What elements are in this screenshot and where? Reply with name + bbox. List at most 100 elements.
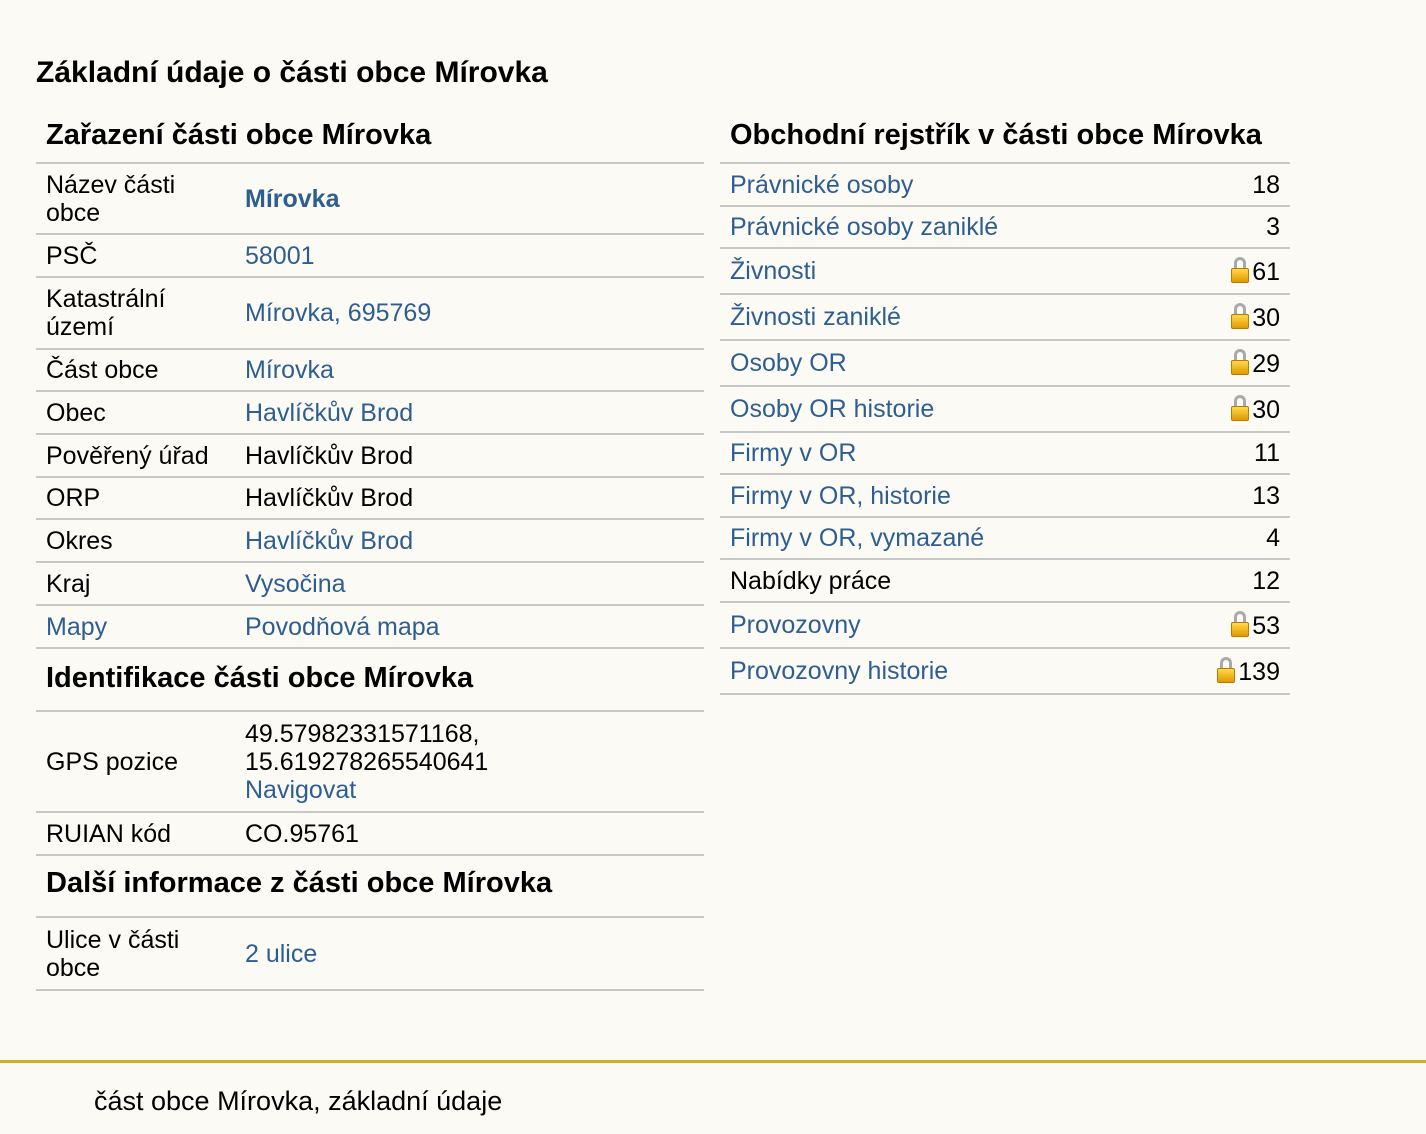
ulice-link[interactable]: 2 ulice xyxy=(245,939,318,968)
row-value: Havlíčkův Brod xyxy=(235,391,704,435)
table-row: Nabídky práce 12 xyxy=(720,559,1290,603)
row-label: Nabídky práce xyxy=(720,559,1163,603)
pravnicke-osoby-link[interactable]: Právnické osoby xyxy=(730,170,914,199)
obec-link[interactable]: Havlíčkův Brod xyxy=(245,398,414,427)
table-row: Mapy Povodňová mapa xyxy=(36,605,704,649)
zivnosti-link[interactable]: Živnosti xyxy=(730,257,817,285)
table-row: Právnické osoby zaniklé 3 xyxy=(720,206,1290,249)
row-value: Mírovka xyxy=(235,164,704,235)
row-value: Vysočina xyxy=(235,562,704,606)
okres-link[interactable]: Havlíčkův Brod xyxy=(245,526,414,555)
table-row: Okres Havlíčkův Brod xyxy=(36,519,704,563)
lock-icon xyxy=(1217,656,1236,683)
ulice-value: 2 ulice xyxy=(235,918,704,991)
gps-value: 49.57982331571168, 15.619278265540641 Na… xyxy=(235,712,704,813)
dalsi-heading: Další informace z části obce Mírovka xyxy=(36,856,704,918)
table-row: Provozovny 53 xyxy=(720,602,1290,649)
table-row: Živnosti 61 xyxy=(720,248,1290,295)
pravnicke-osoby-zanikle-link[interactable]: Právnické osoby zaniklé xyxy=(730,213,999,241)
row-label: Osoby OR xyxy=(720,340,1163,387)
table-row: Firmy v OR, vymazané 4 xyxy=(720,517,1290,560)
ulice-label: Ulice v části obce xyxy=(36,918,235,991)
left-column: Zařazení části obce Mírovka Název části … xyxy=(36,112,704,991)
rejstrik-heading: Obchodní rejstřík v části obce Mírovka xyxy=(720,112,1290,164)
count-value: 30 xyxy=(1252,303,1280,332)
count-value: 29 xyxy=(1252,349,1280,378)
footer-text: část obce Mírovka, základní údaje xyxy=(94,1086,503,1116)
firmy-v-or-vymazane-link[interactable]: Firmy v OR, vymazané xyxy=(730,524,985,552)
psc-link[interactable]: 58001 xyxy=(245,241,315,270)
row-label: Pověřený úřad xyxy=(36,434,235,478)
row-label: ORP xyxy=(36,477,235,520)
osoby-or-link[interactable]: Osoby OR xyxy=(730,349,847,377)
zivnosti-zanikle-link[interactable]: Živnosti zaniklé xyxy=(730,303,901,331)
count-value: 53 xyxy=(1252,611,1280,640)
count-value: 139 xyxy=(1238,657,1280,686)
nazev-link[interactable]: Mírovka xyxy=(245,184,340,213)
table-row: RUIAN kód CO.95761 xyxy=(36,812,704,856)
row-count: 30 xyxy=(1162,386,1290,433)
row-count: 12 xyxy=(1162,559,1290,603)
row-count: 11 xyxy=(1162,432,1290,475)
katastr-link[interactable]: Mírovka, 695769 xyxy=(245,299,432,327)
row-label: Kraj xyxy=(36,562,235,606)
row-count: 4 xyxy=(1162,517,1290,560)
row-count: 29 xyxy=(1162,340,1290,387)
provozovny-historie-link[interactable]: Provozovny historie xyxy=(730,657,949,685)
row-count: 13 xyxy=(1162,474,1290,518)
row-label: Část obce xyxy=(36,349,235,392)
row-label: Firmy v OR xyxy=(720,432,1163,475)
row-label: Provozovny historie xyxy=(720,648,1163,695)
lock-icon xyxy=(1231,394,1250,421)
row-value: Povodňová mapa xyxy=(235,605,704,649)
kraj-link[interactable]: Vysočina xyxy=(245,569,346,598)
osoby-or-historie-link[interactable]: Osoby OR historie xyxy=(730,395,935,423)
ruian-value: CO.95761 xyxy=(235,812,704,856)
table-row: Provozovny historie 139 xyxy=(720,648,1290,695)
cast-obce-link[interactable]: Mírovka xyxy=(245,356,334,384)
table-row: Pověřený úřad Havlíčkův Brod xyxy=(36,434,704,478)
row-label: Právnické osoby xyxy=(720,164,1163,207)
table-row: Právnické osoby 18 xyxy=(720,164,1290,207)
row-count: 3 xyxy=(1162,206,1290,249)
provozovny-link[interactable]: Provozovny xyxy=(730,611,861,639)
row-value: 58001 xyxy=(235,234,704,278)
lock-icon xyxy=(1231,610,1250,637)
count-value: 61 xyxy=(1252,257,1280,286)
row-label: Okres xyxy=(36,519,235,563)
table-row: ORP Havlíčkův Brod xyxy=(36,477,704,520)
row-value: Havlíčkův Brod xyxy=(235,434,704,478)
row-label: Provozovny xyxy=(720,602,1163,649)
page-title: Základní údaje o části obce Mírovka xyxy=(36,56,548,89)
table-row: Osoby OR historie 30 xyxy=(720,386,1290,433)
gps-lat: 49.57982331571168, xyxy=(245,719,480,748)
row-value: Havlíčkův Brod xyxy=(235,519,704,563)
table-row: Obec Havlíčkův Brod xyxy=(36,391,704,435)
lock-icon xyxy=(1231,348,1250,375)
row-label: Mapy xyxy=(36,605,235,649)
table-row: Osoby OR 29 xyxy=(720,340,1290,387)
row-label: Firmy v OR, vymazané xyxy=(720,517,1163,560)
table-row: Živnosti zaniklé 30 xyxy=(720,294,1290,341)
firmy-v-or-historie-link[interactable]: Firmy v OR, historie xyxy=(730,481,951,510)
table-row: PSČ 58001 xyxy=(36,234,704,278)
table-row: Ulice v části obce 2 ulice xyxy=(36,918,704,991)
povodnova-mapa-link[interactable]: Povodňová mapa xyxy=(245,612,440,641)
mapy-link[interactable]: Mapy xyxy=(46,612,108,641)
lock-icon xyxy=(1231,256,1250,283)
lock-icon xyxy=(1231,302,1250,329)
count-value: 30 xyxy=(1252,395,1280,424)
row-value: Havlíčkův Brod xyxy=(235,477,704,520)
row-label: Živnosti xyxy=(720,248,1163,295)
row-label: PSČ xyxy=(36,234,235,278)
navigate-link[interactable]: Navigovat xyxy=(245,775,357,804)
dalsi-table: Ulice v části obce 2 ulice xyxy=(36,918,704,991)
table-row: Firmy v OR, historie 13 xyxy=(720,474,1290,518)
identifikace-heading: Identifikace části obce Mírovka xyxy=(36,649,704,712)
row-label: Katastrální území xyxy=(36,277,235,350)
firmy-v-or-link[interactable]: Firmy v OR xyxy=(730,439,857,467)
footer-divider xyxy=(0,1060,1426,1063)
right-column: Obchodní rejstřík v části obce Mírovka P… xyxy=(720,112,1290,695)
ruian-label: RUIAN kód xyxy=(36,812,235,856)
